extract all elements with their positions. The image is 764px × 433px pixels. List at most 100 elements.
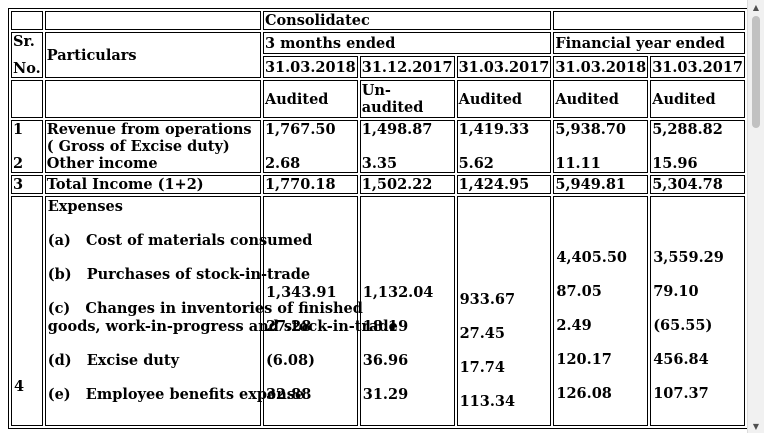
value-cell: 1,770.18: [262, 175, 358, 194]
value: 107.37: [653, 385, 709, 402]
date-header: 31.03.2018: [262, 56, 358, 78]
value-cell: 1,502.22: [359, 175, 455, 194]
row-label: (b) Purchases of stock-in-trade: [47, 266, 311, 283]
financial-results-table: Consolidatec Sr. No. Particulars 3 month…: [8, 8, 748, 429]
value: 79.10: [653, 283, 699, 300]
value: (65.55): [653, 317, 713, 334]
three-months-header: 3 months ended: [262, 32, 552, 54]
value: 2.49: [556, 317, 592, 334]
date-header: 31.03.2017: [650, 56, 745, 78]
no-label: No.: [13, 60, 41, 77]
value-cell: 1,767.50 2.68: [262, 120, 358, 173]
value-cell: 5,949.81: [553, 175, 649, 194]
status-cell: Audited: [553, 80, 649, 118]
value: (6.08): [265, 352, 315, 369]
value: 5,938.70: [555, 121, 627, 138]
row-label: goods, work-in-progress and stock-in-tra…: [47, 318, 398, 335]
value: 31.29: [362, 386, 409, 403]
sr-no-header: Sr. No.: [11, 32, 43, 78]
value: 1,498.87: [361, 121, 433, 138]
value: 18.19: [362, 318, 409, 335]
row-label: (d) Excise duty: [47, 352, 179, 369]
value: 27.45: [459, 325, 505, 342]
value: 113.34: [459, 393, 516, 410]
expenses-heading: Expenses: [47, 198, 123, 215]
value: 1,767.50: [264, 121, 336, 138]
table-row: 31.03.2018 31.12.2017 31.03.2017 31.03.2…: [11, 56, 745, 78]
blank-cell: [44, 11, 261, 30]
value: 11.11: [555, 155, 601, 172]
value: 1,343.91: [265, 284, 337, 301]
status-cell: Audited: [650, 80, 745, 118]
date-header: 31.03.2018: [553, 56, 649, 78]
row-label: Revenue from operations ( Gross of Excis…: [46, 121, 252, 155]
blank-cell: [11, 80, 43, 118]
consolidated-header: Consolidatec: [262, 11, 552, 30]
value: 126.08: [556, 385, 612, 402]
scroll-down-arrow-icon[interactable]: ▼: [752, 421, 760, 431]
document-viewport: Consolidatec Sr. No. Particulars 3 month…: [8, 8, 748, 429]
sr-cell: 1 2: [11, 120, 43, 173]
sr-number: 4: [14, 378, 25, 395]
value: 15.96: [652, 155, 698, 172]
value-cell: 1,132.04 18.19 36.96 31.29: [359, 196, 455, 426]
value: 2.68: [264, 155, 301, 172]
row-label: (a) Cost of materials consumed: [47, 232, 313, 249]
value: 5,288.82: [652, 121, 723, 138]
value: 1,132.04: [362, 284, 434, 301]
sr-number: 1: [13, 121, 24, 138]
blank-cell: [553, 11, 745, 30]
value-cell: 1,343.91 27.28 (6.08) 32.88: [262, 196, 358, 426]
value: 120.17: [556, 351, 612, 368]
value-cell: 3,559.29 79.10 (65.55) 456.84 107.37: [650, 196, 745, 426]
value-cell: 1,419.33 5.62: [456, 120, 552, 173]
row-label: Total Income (1+2): [44, 175, 261, 194]
table-row: Sr. No. Particulars 3 months ended Finan…: [11, 32, 745, 78]
row-label: (e) Employee benefits expense: [47, 386, 305, 403]
blank-cell: [11, 11, 43, 30]
particulars-header: Particulars: [44, 32, 261, 78]
table-row: Audited Un-audited Audited Audited Audit…: [11, 80, 745, 118]
value-cell: 5,938.70 11.11: [553, 120, 649, 173]
sr-number: 2: [13, 155, 24, 172]
value: 3,559.29: [653, 249, 724, 266]
table-row: 3 Total Income (1+2) 1,770.18 1,502.22 1…: [11, 175, 745, 194]
financial-year-header: Financial year ended: [553, 32, 745, 54]
sr-cell: 3: [11, 175, 43, 194]
table-row: Consolidatec: [11, 11, 745, 30]
status-cell: Audited: [262, 80, 358, 118]
value-cell: 933.67 27.45 17.74 113.34: [456, 196, 552, 426]
value: 17.74: [459, 359, 505, 376]
vertical-scrollbar[interactable]: ▲ ▼: [747, 0, 764, 433]
scrollbar-thumb[interactable]: [752, 16, 760, 128]
value: 933.67: [459, 291, 516, 308]
table-row: 1 2 Revenue from operations ( Gross of E…: [11, 120, 745, 173]
expenses-label-cell: Expenses (a) Cost of materials consumed …: [44, 196, 398, 426]
value: 87.05: [556, 283, 602, 300]
value: 32.88: [265, 386, 312, 403]
sr-label: Sr.: [13, 33, 35, 50]
value-cell: 1,498.87 3.35: [359, 120, 455, 173]
row-label: (c) Changes in inventories of finished: [47, 300, 363, 317]
value: 5.62: [458, 155, 494, 172]
scroll-up-arrow-icon[interactable]: ▲: [752, 2, 760, 12]
value: 27.28: [265, 318, 312, 335]
value: 4,405.50: [556, 249, 628, 266]
particulars-cell: Revenue from operations ( Gross of Excis…: [44, 120, 261, 173]
value: 456.84: [653, 351, 709, 368]
value-cell: 4,405.50 87.05 2.49 120.17 126.08: [553, 196, 649, 426]
value-cell: 1,424.95: [456, 175, 552, 194]
status-cell: Audited: [456, 80, 552, 118]
date-header: 31.12.2017: [359, 56, 455, 78]
row-label: Other income: [46, 155, 158, 172]
date-header: 31.03.2017: [456, 56, 552, 78]
value-cell: 5,304.78: [650, 175, 745, 194]
value: 36.96: [362, 352, 409, 369]
table-row: 4 Expenses (a) Cost of materials consume…: [11, 196, 745, 426]
value: 3.35: [361, 155, 398, 172]
value-cell: 5,288.82 15.96: [650, 120, 745, 173]
sr-cell: 4: [11, 196, 43, 426]
blank-cell: [44, 80, 261, 118]
value: 1,419.33: [458, 121, 530, 138]
status-cell: Un-audited: [359, 80, 455, 118]
